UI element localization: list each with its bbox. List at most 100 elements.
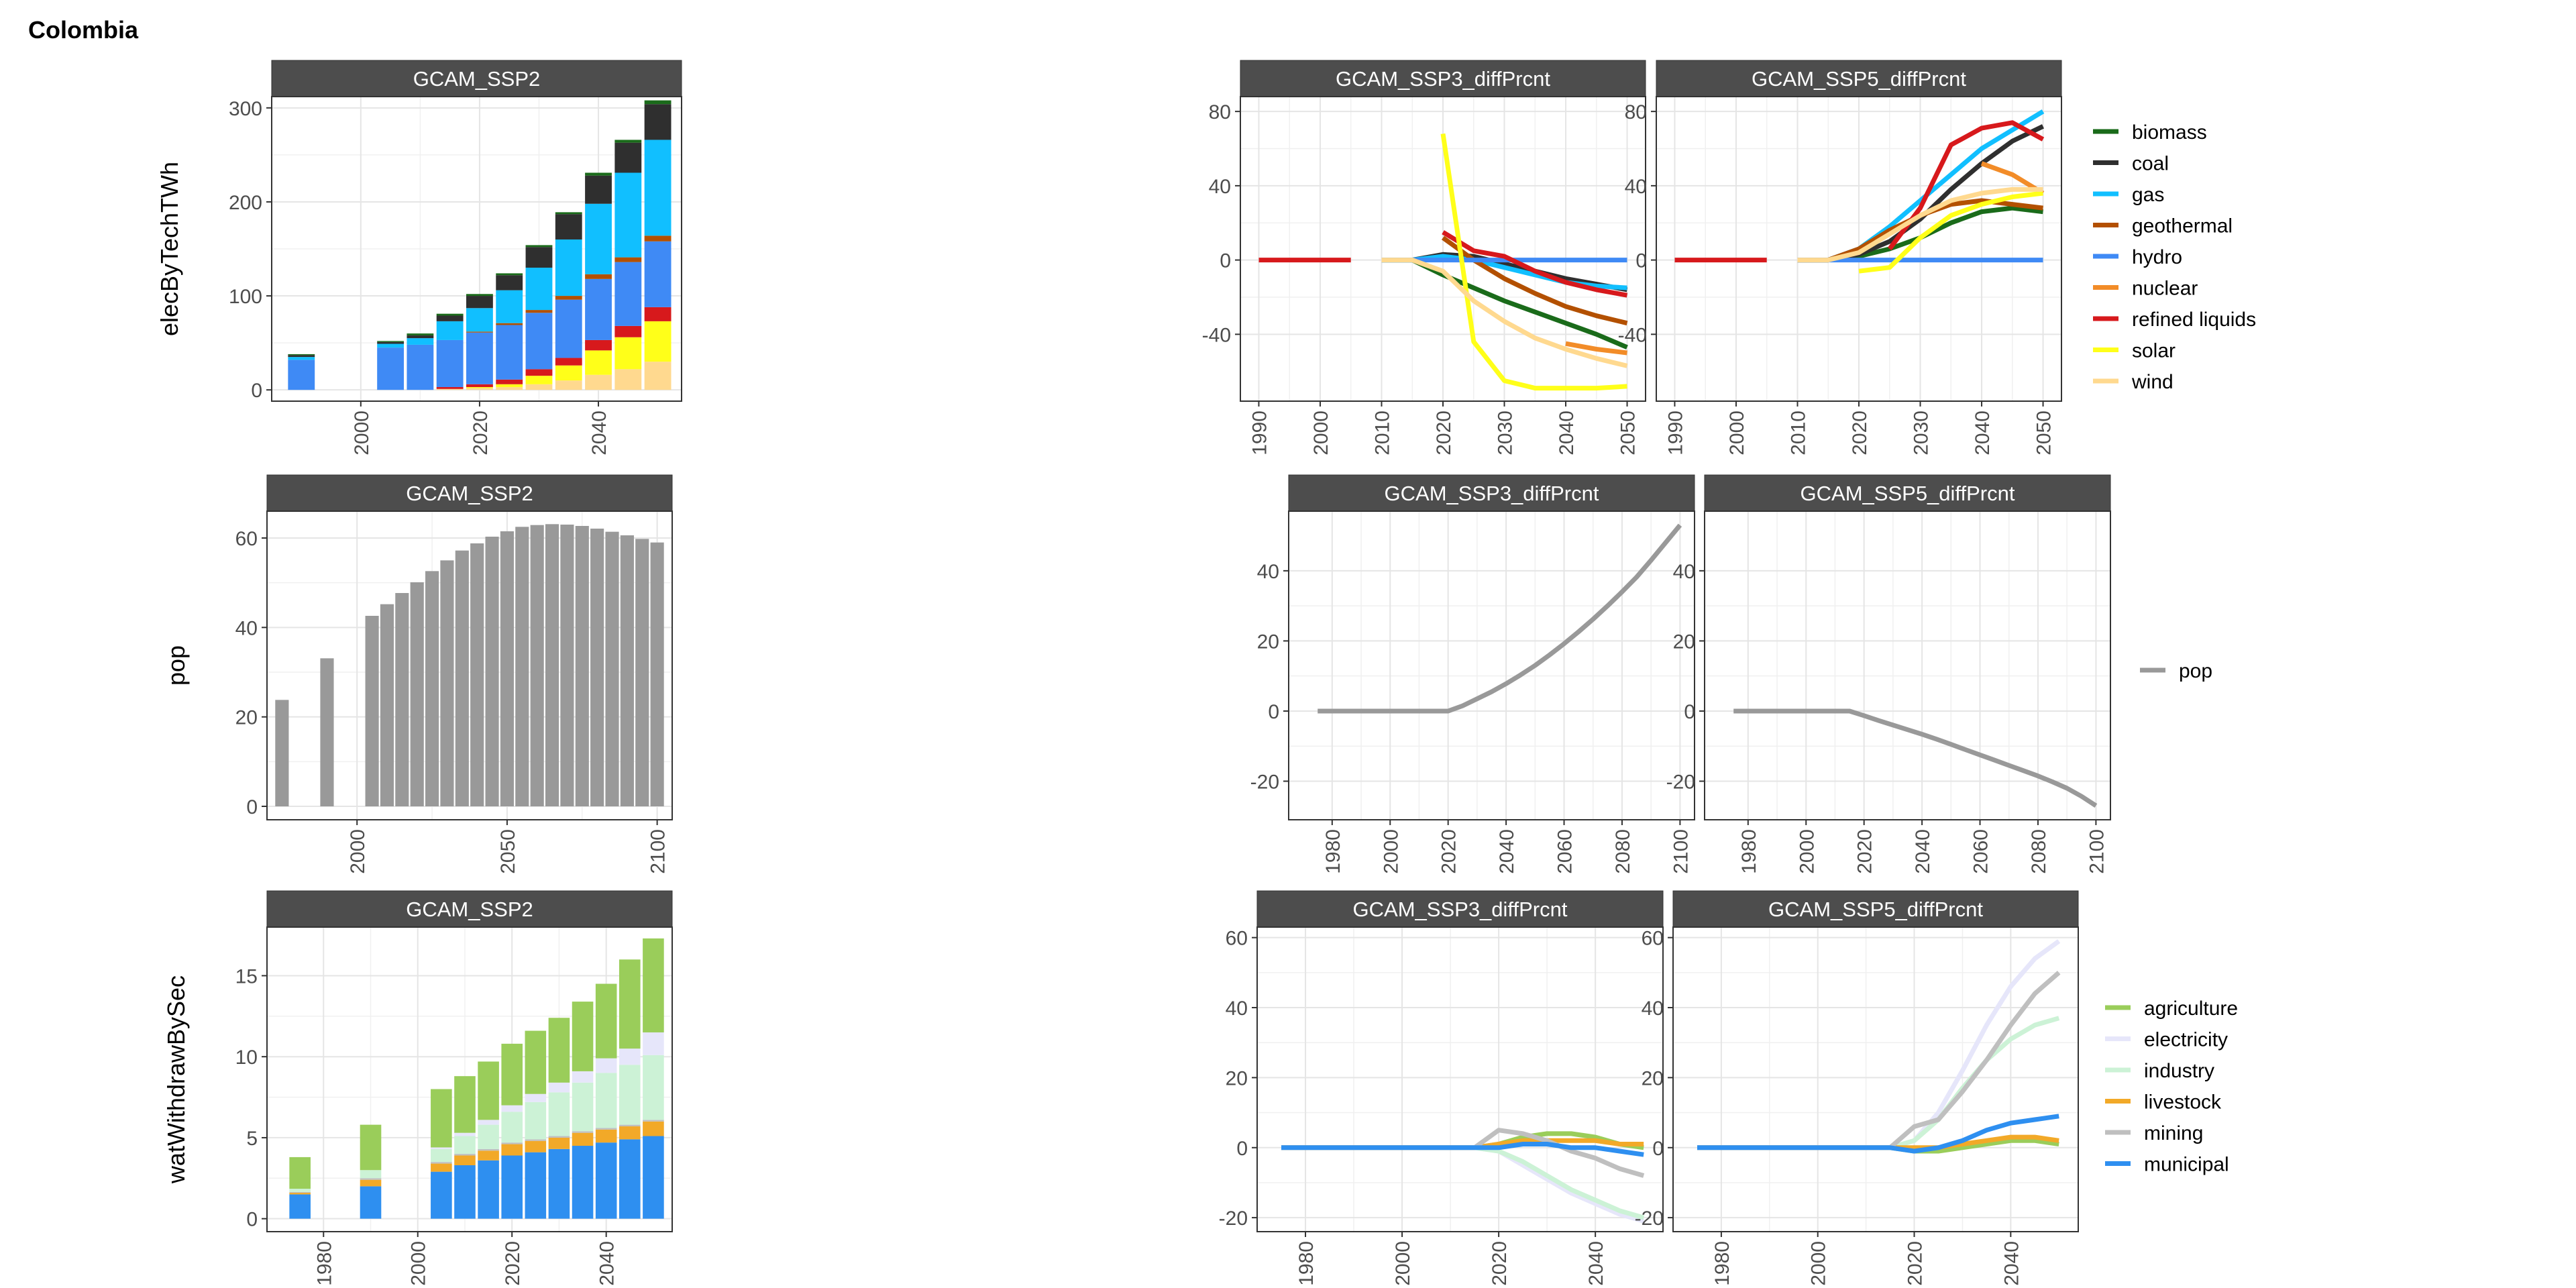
bar-segment-electricity (431, 1147, 452, 1149)
bar-segment-biomass (288, 354, 315, 356)
y-tick-label: 0 (1635, 250, 1647, 272)
y-axis-title: pop (162, 645, 190, 686)
x-tick-label: 2020 (1433, 411, 1455, 455)
bar-segment-mining (431, 1162, 452, 1164)
bar-segment-mining (525, 1139, 547, 1141)
y-tick-label: 40 (1257, 561, 1279, 583)
y-tick-label: 20 (235, 707, 258, 729)
x-tick-label: 2000 (1380, 829, 1402, 874)
bar-segment-mining (572, 1131, 594, 1133)
bar-segment-agriculture (643, 938, 664, 1032)
bar-segment-hydro (644, 241, 672, 307)
panel-strip (1240, 60, 1646, 97)
bar-segment-gas (436, 321, 464, 340)
bar-segment-hydro (436, 339, 464, 387)
legend-wat: agriculture electricity industry livestock m… (2105, 998, 2238, 1176)
bar-segment-coal (585, 175, 612, 204)
bar-segment-industry (478, 1124, 499, 1149)
bar-segment-hydro (525, 313, 553, 370)
x-tick-label: 2030 (1495, 411, 1517, 455)
x-tick-label: 2020 (1904, 1241, 1927, 1286)
x-tick-label: 1980 (313, 1241, 335, 1286)
x-tick-label: 2080 (1612, 829, 1634, 874)
panel-background (267, 511, 672, 820)
bar (650, 542, 664, 806)
series-line-pop (1318, 523, 1682, 714)
bar-segment-livestock (595, 1129, 617, 1143)
bar-segment-gas (407, 338, 434, 345)
x-tick-label: 2000 (408, 1241, 430, 1286)
bar (590, 529, 604, 806)
panel-strip (1288, 474, 1695, 512)
panel-border (1704, 511, 2111, 820)
series-line-municipal (1697, 1114, 2059, 1154)
bar-segment-agriculture (289, 1157, 311, 1189)
panel-border (271, 96, 682, 402)
bar-segment-wind (496, 386, 523, 390)
bar-segment-geothermal (555, 296, 582, 300)
page-title: Colombia (28, 16, 139, 44)
panel-title: GCAM_SSP3_diffPrcnt (1336, 67, 1550, 91)
bar-segment-industry (548, 1092, 570, 1136)
series-line-nuclear (1980, 161, 2045, 195)
panel-title: GCAM_SSP2 (406, 898, 533, 921)
bar (530, 525, 544, 806)
bar-segment-geothermal (644, 235, 672, 241)
bar-segment-refined-liquids (614, 325, 642, 337)
panel-title: GCAM_SSP2 (406, 482, 533, 505)
series-line-wind (1797, 186, 2043, 263)
bar-segment-coal (436, 315, 464, 321)
bar-segment-hydro (496, 325, 523, 380)
x-tick-label: 1980 (1711, 1241, 1733, 1286)
bar-segment-municipal (501, 1155, 523, 1219)
series-line-solar (1858, 191, 2043, 274)
bar-segment-livestock (572, 1132, 594, 1146)
bar-segment-coal (496, 275, 523, 290)
bar-segment-livestock (360, 1179, 382, 1187)
legend-label: electricity (2144, 1029, 2228, 1051)
bar-segment-municipal (360, 1186, 382, 1219)
x-tick-label: 2030 (1911, 411, 1933, 455)
bar-segment-geothermal (614, 257, 642, 262)
bar (410, 582, 424, 806)
panel-background (1289, 511, 1695, 820)
bar-segment-coal (377, 341, 405, 344)
bar-segment-industry (501, 1112, 523, 1143)
bar-segment-hydro (585, 278, 612, 340)
bar-segment-livestock (289, 1193, 311, 1195)
x-tick-label: 2040 (2000, 1241, 2023, 1286)
series-line-nuclear (1565, 341, 1627, 356)
x-tick-label: 2080 (2028, 829, 2050, 874)
bar-segment-gas (466, 308, 493, 332)
x-tick-label: 2000 (1808, 1241, 1830, 1286)
series-line-pop (1733, 708, 2098, 808)
bar-segment-livestock (501, 1144, 523, 1156)
bar-segment-municipal (431, 1171, 452, 1219)
bar-segment-mining (548, 1136, 570, 1138)
bar-segment-mining (595, 1128, 617, 1130)
bar-segment-biomass (614, 140, 642, 143)
bar-segment-solar (555, 365, 582, 381)
bar-segment-biomass (436, 313, 464, 316)
y-tick-label: -40 (1202, 324, 1231, 346)
bar-segment-solar (644, 321, 672, 362)
bar-segment-livestock (525, 1140, 547, 1152)
y-tick-label: 5 (246, 1128, 258, 1150)
x-tick-label: 2020 (1854, 829, 1876, 874)
bar-segment-electricity (572, 1071, 594, 1083)
panel-title: GCAM_SSP2 (413, 67, 541, 91)
bar-segment-gas (585, 203, 612, 274)
bar-segment-coal (288, 355, 315, 358)
bar-segment-wind (555, 380, 582, 390)
x-tick-label: 1990 (1664, 411, 1686, 455)
bar (605, 531, 619, 806)
x-tick-label: 2100 (1670, 829, 1692, 874)
x-tick-label: 2050 (497, 829, 519, 874)
x-tick-label: 2040 (1912, 829, 1934, 874)
legend-label: pop (2179, 660, 2212, 682)
y-tick-label: 60 (1226, 928, 1248, 950)
panel-background (1705, 511, 2110, 820)
